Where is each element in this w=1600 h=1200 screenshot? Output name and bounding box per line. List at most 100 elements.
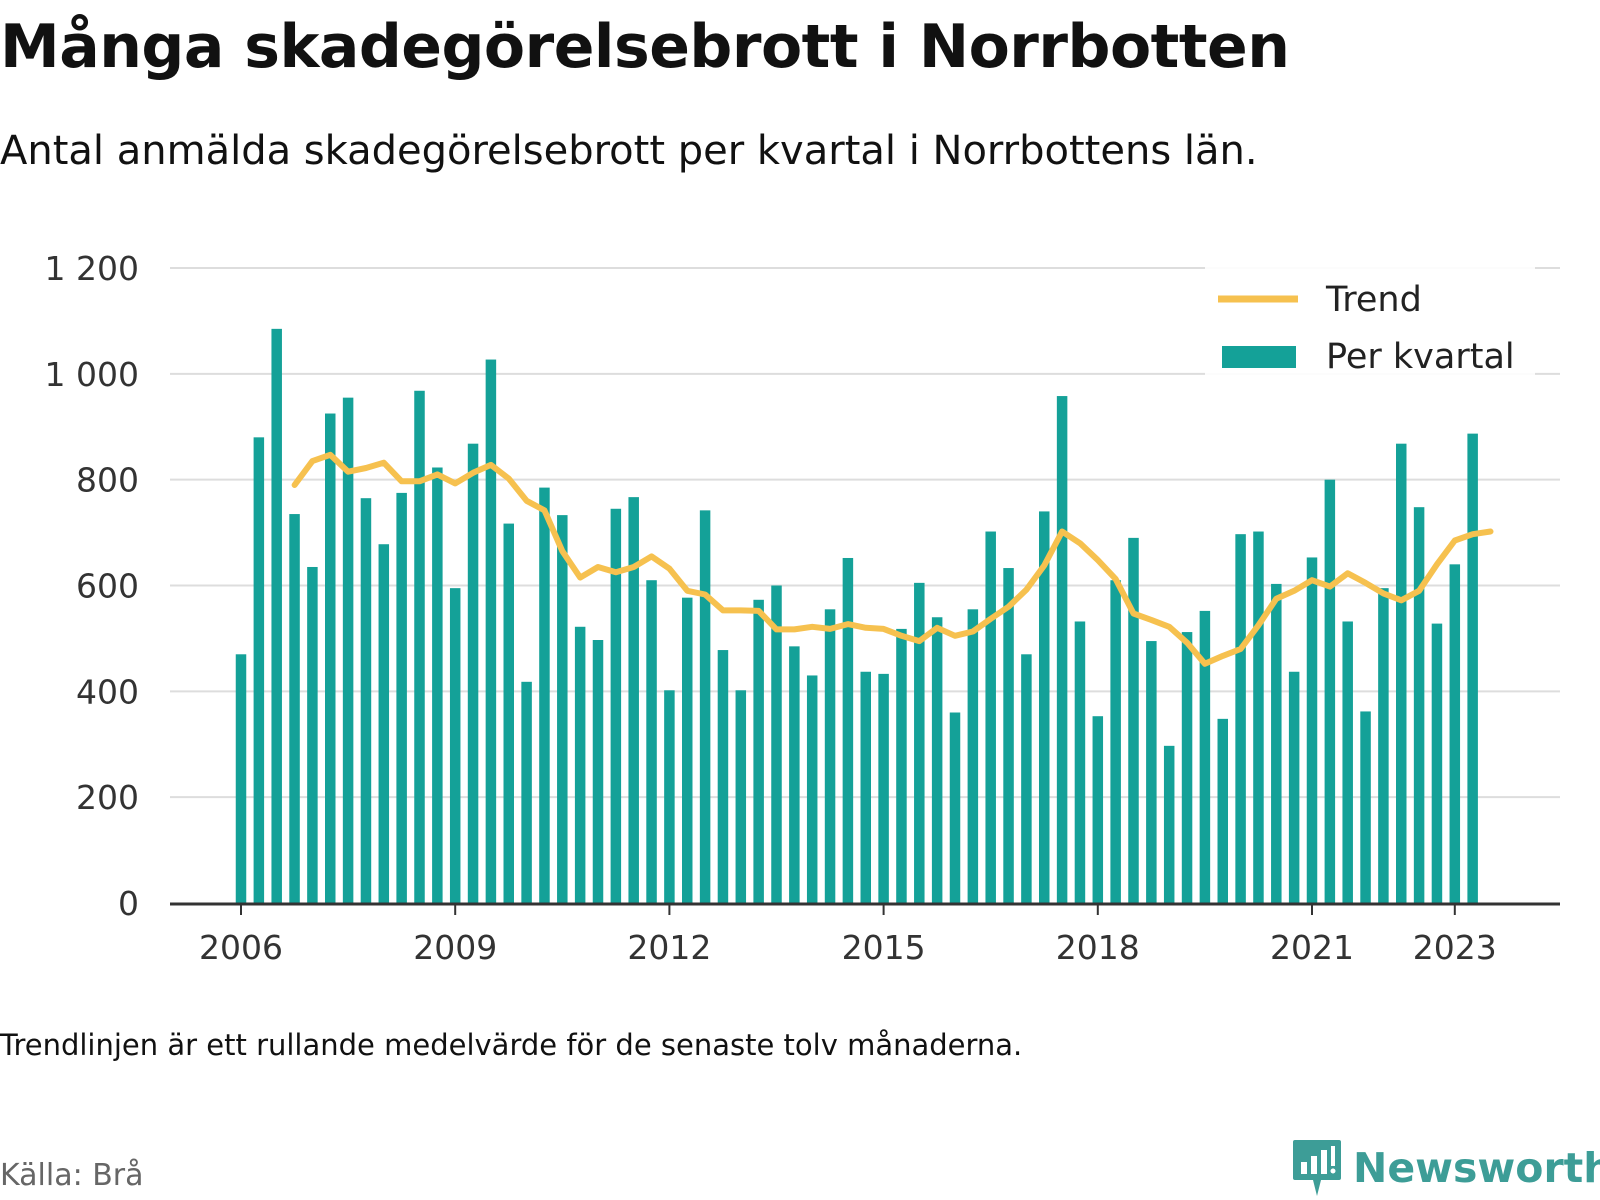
bar [592, 640, 604, 903]
bar [1467, 433, 1478, 903]
bar [1288, 671, 1300, 903]
y-tick-label: 800 [76, 461, 139, 500]
bar [806, 675, 818, 903]
bar [824, 609, 836, 903]
bar [610, 508, 622, 903]
bar [949, 712, 961, 903]
bar [771, 585, 782, 903]
bar [896, 628, 907, 903]
x-tick-label: 2012 [627, 928, 711, 967]
bar [1324, 479, 1336, 903]
y-tick-label: 600 [76, 567, 139, 606]
bar [1271, 583, 1282, 903]
bar [646, 580, 657, 903]
bar [1163, 745, 1175, 903]
legend: Trend Per kvartal [1205, 266, 1535, 377]
bar [449, 588, 461, 903]
chart: 0 200 400 600 800 1 000 1 200 2006 2009 2012 2015… [45, 249, 1560, 967]
bar [699, 510, 711, 903]
bar [1306, 557, 1318, 903]
bar [1003, 568, 1014, 903]
chart-title: Många skadegörelsebrott i Norrbotten [0, 12, 1290, 82]
bar [360, 498, 372, 903]
chart-subtitle: Antal anmälda skadegörelsebrott per kvar… [0, 128, 1258, 174]
bar [1039, 511, 1050, 903]
y-tick-label: 200 [76, 778, 139, 817]
bar [432, 467, 443, 903]
bar [914, 582, 925, 903]
bar-series-per-kvartal [235, 328, 1478, 904]
bar [289, 514, 300, 903]
bar [396, 492, 407, 903]
y-axis-tick-labels: 0 200 400 600 800 1 000 1 200 [45, 249, 139, 923]
bar [1021, 654, 1032, 903]
bar [271, 328, 282, 904]
y-tick-label: 1 200 [45, 249, 139, 288]
brand: Newsworthy [1291, 1138, 1600, 1198]
bar [521, 681, 532, 903]
bar [1217, 718, 1228, 903]
bar [628, 497, 639, 903]
bar [753, 599, 764, 903]
bar [1181, 632, 1193, 903]
bar [325, 413, 336, 903]
x-axis: 2006 2009 2012 2015 2018 2021 2023 [170, 902, 1560, 967]
bar [1378, 588, 1389, 903]
bar [539, 487, 550, 903]
bar [235, 654, 247, 903]
legend-label-per-kvartal: Per kvartal [1326, 337, 1515, 377]
bar [503, 523, 514, 903]
bar [682, 597, 693, 903]
bar [307, 566, 318, 903]
y-tick-label: 1 000 [45, 355, 139, 394]
x-tick-label: 2015 [842, 928, 926, 967]
x-tick-label: 2018 [1056, 928, 1140, 967]
newsworthy-logo-icon [1293, 1140, 1341, 1196]
bar [1199, 610, 1211, 903]
bar [842, 557, 854, 903]
bar [735, 690, 747, 903]
bar [1235, 534, 1246, 903]
x-tick-label: 2021 [1270, 928, 1354, 967]
bar [1396, 443, 1407, 903]
bar [1056, 396, 1068, 903]
bar [557, 515, 568, 903]
bar [789, 646, 800, 903]
bar [378, 544, 390, 903]
y-tick-label: 400 [76, 672, 139, 711]
x-tick-label: 2009 [413, 928, 497, 967]
source-label: Källa: Brå [0, 1158, 144, 1193]
bar [414, 390, 425, 903]
bar [1146, 641, 1157, 903]
bar [1110, 580, 1121, 903]
brand-name: Newsworthy [1353, 1144, 1600, 1192]
bar [1342, 621, 1353, 903]
trend-line [291, 451, 1494, 667]
bar [1128, 537, 1139, 903]
trend-line-series [291, 451, 1494, 667]
bar [1413, 507, 1425, 903]
bar [467, 443, 479, 903]
bar [717, 650, 729, 903]
bar [1360, 711, 1371, 903]
bar [1431, 623, 1443, 903]
bar [664, 690, 675, 903]
bar [1074, 621, 1086, 903]
bar [485, 359, 497, 903]
bar [931, 617, 943, 903]
bar [1092, 716, 1104, 903]
bar [985, 531, 996, 903]
legend-label-trend: Trend [1325, 280, 1422, 320]
bar [574, 626, 586, 903]
footnote: Trendlinjen är ett rullande medelvärde f… [0, 1028, 1023, 1062]
x-tick-label: 2006 [199, 928, 283, 967]
bar [342, 397, 354, 903]
bar [1449, 564, 1461, 903]
bar [1253, 531, 1264, 903]
bar [860, 671, 871, 903]
x-tick-label: 2023 [1413, 928, 1497, 967]
legend-bar-swatch [1222, 346, 1296, 368]
bar [878, 673, 889, 903]
y-tick-label: 0 [118, 884, 139, 923]
bar [967, 609, 979, 903]
